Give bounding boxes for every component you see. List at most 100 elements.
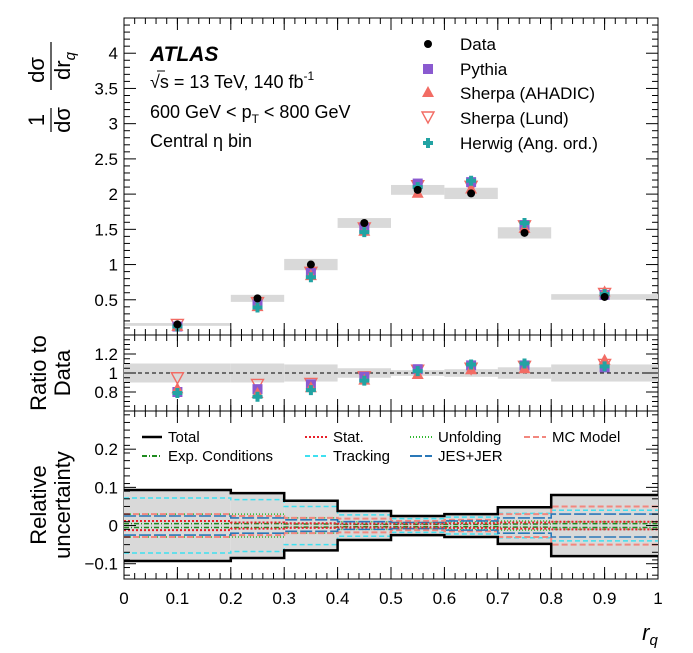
legend-label-unfolding: Unfolding xyxy=(438,429,501,446)
unc-total-band-1 xyxy=(230,493,285,558)
top-ylabel-frac1: 1 xyxy=(24,114,49,126)
x-tick-label-0: 0 xyxy=(119,589,128,608)
eta-bin-label: Central η bin xyxy=(150,131,252,151)
ratio-y-tick-label-1: 1 xyxy=(109,364,118,383)
legend-label-total: Total xyxy=(168,429,200,446)
top-y-tick-label-7: 4 xyxy=(109,44,118,63)
x-tick-label-4: 0.4 xyxy=(326,589,350,608)
unc-line-dashed-salmon-up xyxy=(124,505,658,522)
ratio-point-triangle-up-0 xyxy=(171,382,184,394)
ratio-uncertainty-bands xyxy=(124,363,658,383)
x-tick-label-9: 0.9 xyxy=(593,589,617,608)
x-tick-label-3: 0.3 xyxy=(272,589,296,608)
legend-marker-data xyxy=(424,40,432,48)
unc-line-dotted-red-up xyxy=(124,519,658,525)
uncertainty-lines xyxy=(124,488,658,563)
top-point-dot-7 xyxy=(600,292,609,301)
top-point-dot-2 xyxy=(306,260,315,269)
pt-range-label: 600 GeV < pT < 800 GeV xyxy=(150,102,351,126)
ratio-point-plus-5 xyxy=(466,359,477,370)
unc-y-tick-label-3: 0.2 xyxy=(94,440,118,459)
unc-total-band-0 xyxy=(124,490,231,562)
ratio-point-plus-7 xyxy=(599,361,610,372)
legend-label-herwig: Herwig (Ang. ord.) xyxy=(460,134,598,153)
ratio-point-plus-1 xyxy=(252,391,263,402)
top-point-plus-2 xyxy=(305,272,316,283)
top-point-dot-4 xyxy=(413,185,422,194)
top-y-tick-label-6: 3.5 xyxy=(94,79,118,98)
legend-label-sherpa-lund: Sherpa (Lund) xyxy=(460,109,569,128)
unc-line-longdash-blue-down xyxy=(124,527,658,538)
top-y-tick-label-0: 0.5 xyxy=(94,291,118,310)
top-uncertainty-bands xyxy=(124,184,658,326)
x-tick-label-10: 1 xyxy=(653,589,662,608)
ratio-point-triangle-down-open-0 xyxy=(170,372,185,386)
top-y-tick-label-3: 2 xyxy=(109,185,118,204)
ratio-point-plus-4 xyxy=(412,366,423,377)
uncertainty-legend: Total Stat. Unfolding MC Model Exp. Cond… xyxy=(142,429,620,465)
unc-y-tick-label-2: 0.1 xyxy=(94,478,118,497)
ratio-markers xyxy=(170,353,612,402)
ratio-point-plus-6 xyxy=(519,358,530,369)
svg-text:dσ: dσ xyxy=(24,57,49,83)
top-point-plus-3 xyxy=(359,227,370,238)
legend-label-stat: Stat. xyxy=(333,429,364,446)
unc-total-band-2 xyxy=(284,500,338,551)
legend-label-jes-jer: JES+JER xyxy=(438,448,503,465)
legend-label-data: Data xyxy=(460,35,496,54)
top-point-dot-6 xyxy=(520,228,529,237)
x-tick-label-8: 0.8 xyxy=(539,589,563,608)
top-point-plus-6 xyxy=(519,217,530,228)
ratio-y-tick-label-2: 1.2 xyxy=(94,345,118,364)
unc-y-tick-label-0: −0.1 xyxy=(84,555,118,574)
ratio-point-triangle-up-7 xyxy=(598,353,611,365)
x-tick-label-5: 0.5 xyxy=(379,589,403,608)
top-point-dot-1 xyxy=(253,294,262,303)
top-point-triangle-up-5 xyxy=(465,182,478,194)
unc-line-dotted-red-down xyxy=(124,526,658,532)
ratio-band-bin-2 xyxy=(284,364,338,382)
x-axis-label: rq xyxy=(642,620,658,649)
unc-line-dashed-salmon-down xyxy=(124,529,658,546)
top-y-tick-label-1: 1 xyxy=(109,256,118,275)
atlas-label: ATLAS xyxy=(149,43,218,66)
top-y-tick-label-2: 1.5 xyxy=(94,220,118,239)
svg-text:drq: drq xyxy=(50,51,79,80)
x-tick-label-1: 0.1 xyxy=(166,589,190,608)
uncertainty-ylabel: Relativeuncertainty xyxy=(26,451,75,559)
axis-ticks: 0.511.522.533.540.811.2−0.100.10.20 0.1 0.… xyxy=(84,18,663,608)
ratio-band-bin-7 xyxy=(551,364,658,382)
x-tick-label-2: 0.2 xyxy=(219,589,243,608)
top-point-dot-5 xyxy=(467,189,476,198)
legend-marker-herwig xyxy=(423,138,433,148)
unc-total-band-3 xyxy=(337,511,391,541)
legend-label-sherpa-ahadic: Sherpa (AHADIC) xyxy=(460,84,595,103)
x-tick-label-7: 0.7 xyxy=(486,589,510,608)
unc-line-solid-black-down xyxy=(124,533,658,563)
unc-line-solid-black-up xyxy=(124,488,658,518)
ratio-point-plus-2 xyxy=(305,385,316,396)
top-ylabel: 1 dσ dσ drq xyxy=(24,42,79,133)
legend-marker-pythia xyxy=(423,64,433,74)
ratio-y-tick-label-0: 0.8 xyxy=(94,383,118,402)
top-y-tick-label-5: 3 xyxy=(109,115,118,134)
top-point-plus-1 xyxy=(252,302,263,313)
legend-label-mc-model: MC Model xyxy=(552,429,620,446)
unc-total-band-5 xyxy=(444,514,498,537)
top-legend: Data Pythia Sherpa (AHADIC) Sherpa (Lund… xyxy=(420,35,598,153)
energy-label: √s = 13 TeV, 140 fb-1 xyxy=(150,69,315,92)
ratio-point-plus-3 xyxy=(359,375,370,386)
legend-label-exp-conditions: Exp. Conditions xyxy=(168,448,273,465)
legend-marker-sherpa-lund xyxy=(420,111,436,125)
top-point-plus-5 xyxy=(466,175,477,186)
legend-label-pythia: Pythia xyxy=(460,60,508,79)
ratio-point-plus-0 xyxy=(172,387,183,398)
unc-total-band-7 xyxy=(551,495,658,557)
top-y-tick-label-4: 2.5 xyxy=(94,150,118,169)
x-tick-label-6: 0.6 xyxy=(433,589,457,608)
unc-line-longdash-blue-up xyxy=(124,513,658,524)
ratio-ylabel: Ratio toData xyxy=(26,335,75,411)
legend-label-tracking: Tracking xyxy=(333,448,390,465)
top-point-dot-3 xyxy=(360,218,369,227)
